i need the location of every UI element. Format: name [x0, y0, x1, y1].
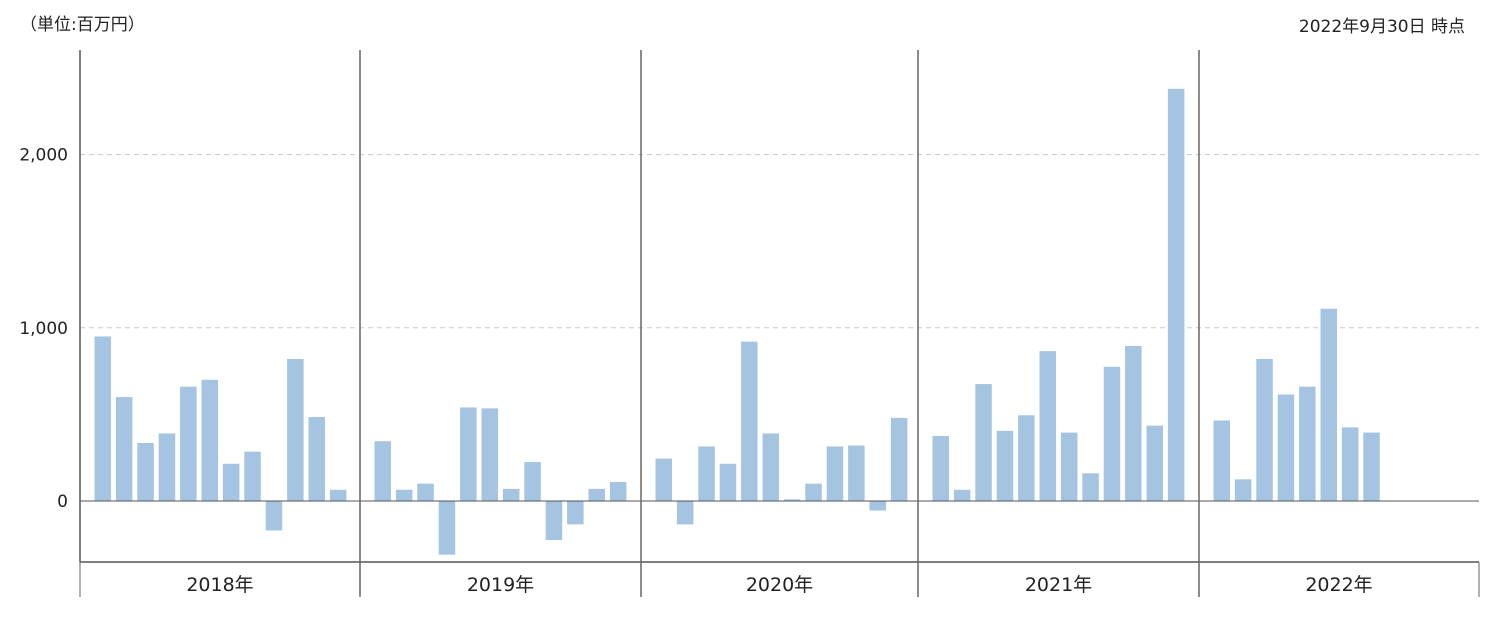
bar: [996, 430, 1014, 501]
y-tick-label: 0: [57, 492, 68, 512]
axes: [79, 50, 1480, 597]
bar: [1341, 427, 1359, 501]
bar: [890, 417, 908, 501]
bar: [953, 489, 971, 501]
bar: [374, 441, 391, 501]
bar: [676, 501, 694, 525]
bar: [1146, 425, 1163, 501]
bar: [222, 463, 240, 501]
as-of-date-label: 2022年9月30日 時点: [1298, 17, 1465, 37]
bar: [244, 451, 261, 501]
bar: [588, 488, 605, 501]
x-group-label: 2020年: [746, 574, 813, 596]
bar: [741, 341, 758, 501]
bar: [395, 489, 413, 501]
bar: [1167, 88, 1185, 501]
x-group-label: 2022年: [1305, 574, 1372, 596]
bar: [655, 458, 672, 501]
x-group-label: 2021年: [1025, 574, 1092, 596]
bar: [158, 433, 176, 501]
bar: [1018, 415, 1035, 501]
bar: [201, 379, 218, 501]
bar: [869, 501, 886, 511]
x-group-label: 2018年: [186, 574, 253, 596]
bar: [609, 481, 627, 501]
bar: [1277, 394, 1295, 501]
bar: [932, 436, 949, 501]
bar: [308, 416, 325, 501]
unit-label: （単位:百万円）: [20, 15, 145, 35]
bar: [1082, 473, 1099, 501]
y-tick-label: 2,000: [19, 146, 68, 166]
bar: [975, 384, 992, 501]
bar: [719, 463, 737, 501]
bar: [524, 462, 541, 501]
bar: [805, 483, 822, 501]
bar: [1039, 351, 1056, 501]
bar: [265, 501, 283, 531]
bar: [1256, 358, 1273, 501]
labels: 0 1,000 2,000 2018年 2019年 2020年 2021年 2022年: [19, 146, 1372, 596]
bar: [1103, 366, 1121, 501]
bar: [545, 501, 563, 540]
x-group-label: 2019年: [467, 574, 534, 596]
bar: [502, 488, 520, 501]
bar: [1213, 420, 1230, 501]
bar: [115, 397, 133, 501]
bars: [94, 88, 1380, 555]
bar: [438, 501, 456, 555]
bar: [567, 501, 584, 525]
gridlines: [80, 154, 1479, 329]
bar: [180, 386, 197, 501]
bar: [1125, 345, 1142, 501]
bar: [1299, 386, 1316, 501]
bar: [783, 499, 801, 501]
bar: [848, 445, 865, 501]
bar: [762, 433, 779, 501]
bar: [287, 358, 304, 501]
bar: [481, 408, 498, 501]
bar: [137, 442, 154, 501]
bar: [1363, 432, 1380, 501]
bar: [1060, 432, 1078, 501]
bar: [417, 483, 434, 501]
bar: [460, 407, 477, 501]
bar: [1234, 479, 1252, 501]
bar: [698, 446, 715, 501]
bar: [329, 489, 347, 501]
y-tick-label: 1,000: [19, 319, 68, 339]
bar: [1320, 308, 1337, 501]
bar: [94, 336, 111, 501]
bar: [826, 446, 844, 501]
